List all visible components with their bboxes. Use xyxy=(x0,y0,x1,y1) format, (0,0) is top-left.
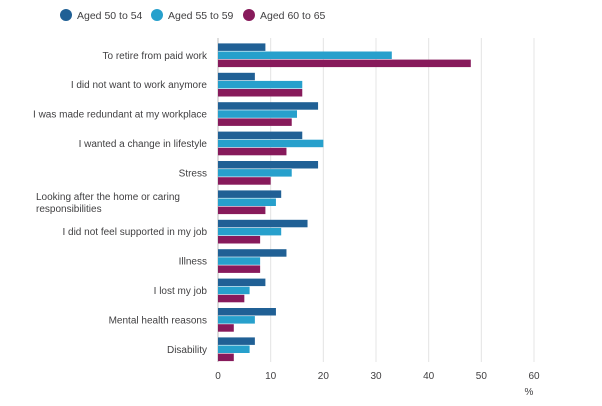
category-labels: To retire from paid work I did not want t… xyxy=(33,51,208,356)
category-label: Illness xyxy=(179,257,207,268)
bar xyxy=(218,219,308,228)
x-tick-label: 20 xyxy=(318,371,330,382)
bar xyxy=(218,345,250,353)
bar xyxy=(218,265,261,273)
category-label: To retire from paid work xyxy=(103,51,208,62)
bar xyxy=(218,257,261,265)
bar xyxy=(218,80,303,89)
bar xyxy=(218,102,319,110)
bar xyxy=(218,249,287,257)
legend-label: Aged 55 to 59 xyxy=(168,10,234,22)
x-tick-label: 30 xyxy=(370,371,382,382)
bar xyxy=(218,308,276,316)
legend-label: Aged 60 to 65 xyxy=(260,10,326,22)
bar xyxy=(218,43,266,51)
bar xyxy=(218,89,303,97)
bar xyxy=(218,169,292,177)
category-label: Looking after the home or caring responsi… xyxy=(36,192,180,215)
x-tick-label: 50 xyxy=(476,371,488,382)
bar xyxy=(218,236,261,244)
x-tick-label: 40 xyxy=(423,371,435,382)
bar xyxy=(218,190,282,198)
bar xyxy=(218,227,282,236)
x-axis-label: % xyxy=(525,387,534,398)
bar xyxy=(218,177,271,185)
category-label-line: Looking after the home or caring xyxy=(36,192,180,203)
bar xyxy=(218,324,234,332)
bar xyxy=(218,161,319,169)
category-label: I wanted a change in lifestyle xyxy=(79,139,208,150)
x-axis-ticks: 0 10 20 30 40 50 60 xyxy=(215,371,540,382)
bar xyxy=(218,337,255,345)
legend-item: Aged 60 to 65 xyxy=(243,9,326,22)
bar xyxy=(218,118,292,126)
legend-item: Aged 50 to 54 xyxy=(60,9,143,22)
bar xyxy=(218,59,471,68)
bar xyxy=(218,139,324,148)
x-tick-label: 60 xyxy=(528,371,540,382)
bar xyxy=(218,72,255,81)
category-label: I did not want to work anymore xyxy=(71,80,208,91)
category-label: Stress xyxy=(179,168,207,179)
bar xyxy=(218,353,234,362)
category-label: Disability xyxy=(167,345,207,356)
x-tick-label: 10 xyxy=(265,371,277,382)
bar xyxy=(218,294,245,303)
bar xyxy=(218,198,276,206)
bar xyxy=(218,278,266,287)
bar xyxy=(218,316,255,324)
bar xyxy=(218,206,266,215)
bar xyxy=(218,51,392,59)
legend: Aged 50 to 54 Aged 55 to 59 Aged 60 to 65 xyxy=(60,9,326,22)
category-label: Mental health reasons xyxy=(109,315,207,326)
category-label: I did not feel supported in my job xyxy=(62,227,207,238)
category-label: I was made redundant at my workplace xyxy=(33,110,207,121)
bar xyxy=(218,110,297,118)
bar xyxy=(218,131,303,140)
legend-swatch xyxy=(243,9,255,21)
legend-label: Aged 50 to 54 xyxy=(77,10,143,22)
x-tick-label: 0 xyxy=(215,371,221,382)
bars xyxy=(218,43,471,362)
bar xyxy=(218,147,287,156)
legend-item: Aged 55 to 59 xyxy=(151,9,234,22)
category-label-line: responsibilities xyxy=(36,204,102,215)
category-label: I lost my job xyxy=(154,286,208,297)
bar xyxy=(218,286,250,295)
legend-swatch xyxy=(60,9,72,21)
legend-swatch xyxy=(151,9,163,21)
